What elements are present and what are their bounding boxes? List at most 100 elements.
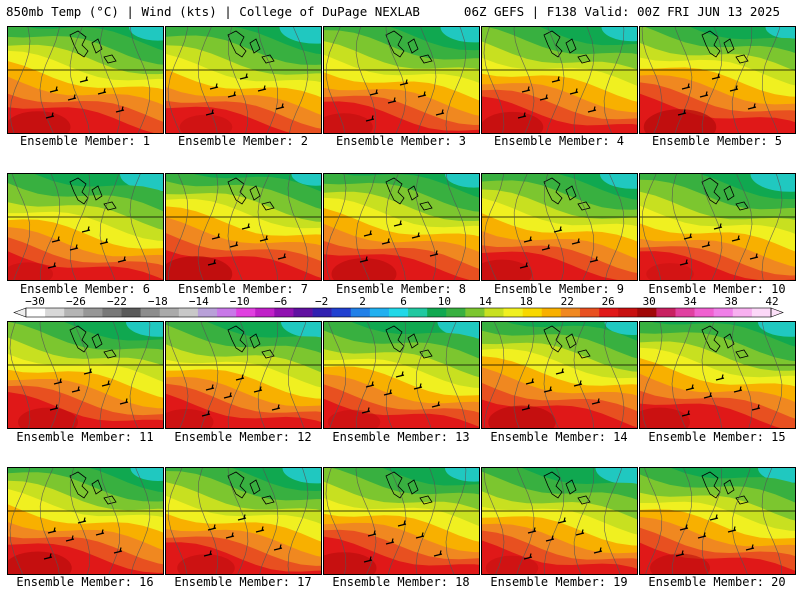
height-contour — [546, 27, 565, 133]
height-contour — [355, 174, 376, 280]
wind-barb — [225, 532, 235, 539]
height-contour — [701, 174, 723, 280]
colorbar-right-arrow — [770, 307, 784, 318]
height-contour — [483, 322, 505, 428]
cold-pool — [120, 174, 163, 192]
wind-barb — [411, 232, 421, 239]
ensemble-map-9 — [481, 173, 638, 281]
wind-barb — [681, 83, 691, 90]
ensemble-map-20 — [639, 467, 796, 575]
great-lakes-outline — [543, 177, 591, 211]
wind-barb — [45, 112, 55, 119]
wind-barb — [255, 526, 265, 533]
wind-barb — [383, 389, 393, 396]
map-title: 850mb Temp (°C) | Wind (kts) | College o… — [6, 4, 420, 19]
height-contour — [604, 174, 625, 280]
wind-barb — [413, 383, 423, 390]
wind-barb — [277, 253, 287, 260]
panel-caption: Ensemble Member: 16 — [16, 575, 154, 589]
colorbar-swatch — [579, 308, 600, 317]
height-contour — [289, 27, 309, 133]
cold-pool — [437, 322, 479, 339]
colorbar-tick-label: −6 — [274, 296, 287, 308]
warm-core — [324, 552, 377, 574]
height-contour — [385, 27, 407, 133]
height-contour — [671, 322, 692, 428]
height-contour — [99, 174, 119, 280]
wind-barb — [253, 386, 263, 393]
colorbar-tick-label: 18 — [520, 296, 533, 308]
height-contour — [603, 322, 625, 428]
wind-barb — [363, 556, 373, 563]
height-contour — [641, 322, 663, 428]
wind-barb — [365, 381, 375, 388]
warm-core — [331, 258, 397, 280]
height-contour — [543, 174, 565, 280]
wind-barb — [553, 226, 563, 233]
wind-barb — [209, 83, 219, 90]
height-contour — [543, 468, 565, 574]
colorbar-tick-label: 38 — [724, 296, 737, 308]
panel-caption: Ensemble Member: 2 — [177, 134, 309, 148]
ensemble-map-18 — [323, 467, 480, 575]
height-contour — [573, 174, 595, 280]
wind-barb — [435, 109, 445, 116]
colorbar-swatch — [350, 308, 371, 317]
wind-barb — [587, 106, 597, 113]
wind-barb — [99, 238, 109, 245]
wind-barb — [417, 91, 427, 98]
great-lakes-outline — [227, 325, 275, 359]
wind-barb — [207, 259, 217, 266]
great-lakes-outline — [227, 177, 275, 211]
wind-barb — [369, 89, 379, 96]
colorbar-left-arrow — [13, 307, 27, 318]
height-contour — [603, 27, 625, 133]
height-contour — [227, 322, 249, 428]
panel-caption: Ensemble Member: 20 — [648, 575, 786, 589]
wind-barb — [555, 368, 565, 375]
wind-barb — [747, 103, 757, 110]
wind-barb — [679, 524, 689, 531]
wind-barb — [365, 115, 375, 122]
model-valid-time: 06Z GEFS | F138 Valid: 00Z FRI JUN 13 20… — [463, 4, 780, 19]
warm-core — [650, 553, 710, 574]
colorbar-tick-label: −10 — [230, 296, 250, 308]
wind-barb — [699, 91, 709, 98]
wind-barb — [211, 233, 221, 240]
warm-core — [324, 113, 373, 133]
height-contour — [385, 174, 406, 280]
wind-barb — [539, 94, 549, 101]
colorbar-swatch — [197, 308, 218, 317]
wind-barb — [745, 544, 755, 551]
colorbar-tick-label: −22 — [107, 296, 127, 308]
wind-barb — [83, 368, 93, 375]
colorbar-swatch — [388, 308, 409, 317]
wind-barb — [713, 223, 723, 230]
colorbar-swatch — [121, 308, 141, 317]
height-contour — [355, 468, 377, 574]
height-contour — [483, 468, 505, 574]
height-contour — [671, 174, 693, 280]
colorbar-swatch — [236, 308, 256, 317]
height-contour — [257, 322, 279, 428]
colorbar-outline — [25, 307, 772, 318]
height-contour — [355, 322, 377, 428]
wind-barb — [367, 530, 377, 537]
colorbar-swatch — [178, 308, 199, 317]
height-contour — [761, 27, 781, 133]
height-contour — [543, 322, 564, 428]
wind-barb — [259, 235, 269, 242]
height-contour — [39, 174, 61, 280]
height-contour — [328, 322, 347, 428]
ensemble-map-8 — [323, 173, 480, 281]
height-contour — [99, 468, 121, 574]
wind-barb — [517, 112, 527, 119]
wind-barb — [573, 380, 583, 387]
colorbar-tick-label: −26 — [66, 296, 86, 308]
ensemble-map-5 — [639, 26, 796, 134]
colorbar-swatch — [83, 308, 103, 317]
height-contour — [733, 174, 753, 280]
ensemble-map-14 — [481, 321, 638, 429]
colorbar-swatch — [312, 308, 332, 317]
height-contour — [69, 468, 91, 574]
